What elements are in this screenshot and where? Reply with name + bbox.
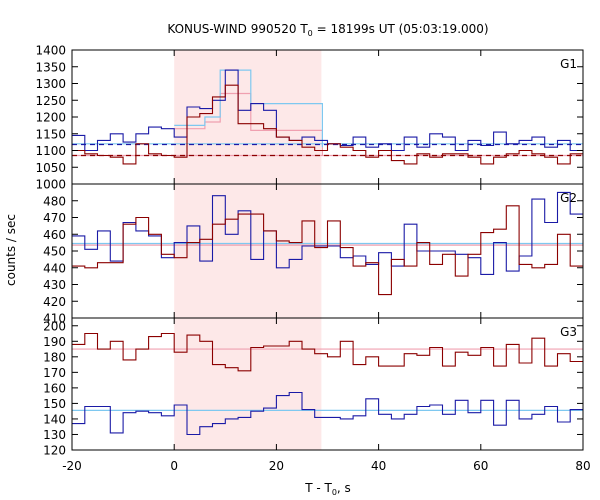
y-axis-label: counts / sec	[4, 214, 18, 286]
g2-y-tick-label: 420	[43, 295, 66, 309]
x-axis-label: T - T0, s	[304, 481, 351, 497]
g2-y-tick-label: 440	[43, 261, 66, 275]
g3-y-tick-label: 170	[43, 366, 66, 380]
g2-y-tick-label: 430	[43, 278, 66, 292]
g1-y-tick-label: 1050	[35, 161, 66, 175]
g2-series-blue	[72, 191, 583, 275]
g1-y-tick-label: 1300	[35, 77, 66, 91]
g1-y-tick-label: 1350	[35, 60, 66, 74]
x-tick-label: 40	[371, 459, 386, 473]
g1-y-tick-label: 1250	[35, 94, 66, 108]
g2-series-red	[72, 205, 583, 296]
x-tick-label: -20	[62, 459, 82, 473]
g3-y-tick-label: 190	[43, 335, 66, 349]
g2-y-tick-label: 480	[43, 194, 66, 208]
g1-y-tick-label: 1400	[35, 44, 66, 58]
frame-layer: G1100010501100115012001250130013501400G2…	[35, 44, 590, 474]
g3-y-tick-label: 130	[43, 428, 66, 442]
g3-panel-label: G3	[560, 325, 577, 339]
g1-y-tick-label: 1000	[35, 178, 66, 192]
g2-y-tick-label: 450	[43, 245, 66, 259]
g3-y-tick-label: 140	[43, 412, 66, 426]
g3-y-tick-label: 160	[43, 381, 66, 395]
g2-y-tick-label: 470	[43, 211, 66, 225]
g1-y-tick-label: 1200	[35, 111, 66, 125]
data-layer	[72, 69, 583, 436]
x-tick-label: 0	[170, 459, 178, 473]
g2-y-tick-label: 410	[43, 312, 66, 326]
g2-y-tick-label: 460	[43, 228, 66, 242]
g3-y-tick-label: 150	[43, 397, 66, 411]
g3-series-red	[72, 332, 583, 372]
x-tick-label: 80	[575, 459, 590, 473]
x-tick-label: 60	[473, 459, 488, 473]
g3-panel-frame	[71, 317, 584, 451]
g3-y-tick-label: 200	[43, 319, 66, 333]
x-tick-label: 20	[269, 459, 284, 473]
g1-y-tick-label: 1150	[35, 127, 66, 141]
g1-panel-frame	[71, 49, 584, 185]
g1-series-blue	[72, 69, 583, 152]
g3-y-tick-label: 120	[43, 444, 66, 458]
g3-y-tick-label: 180	[43, 350, 66, 364]
g3-series-blue	[72, 391, 583, 436]
g2-panel-label: G2	[560, 191, 577, 205]
g1-model-lightblue	[174, 69, 323, 148]
g1-series-red	[72, 84, 583, 165]
chart-title: KONUS-WIND 990520 T0 = 18199s UT (05:03:…	[167, 22, 488, 38]
g1-panel-label: G1	[560, 57, 577, 71]
g1-y-tick-label: 1100	[35, 144, 66, 158]
